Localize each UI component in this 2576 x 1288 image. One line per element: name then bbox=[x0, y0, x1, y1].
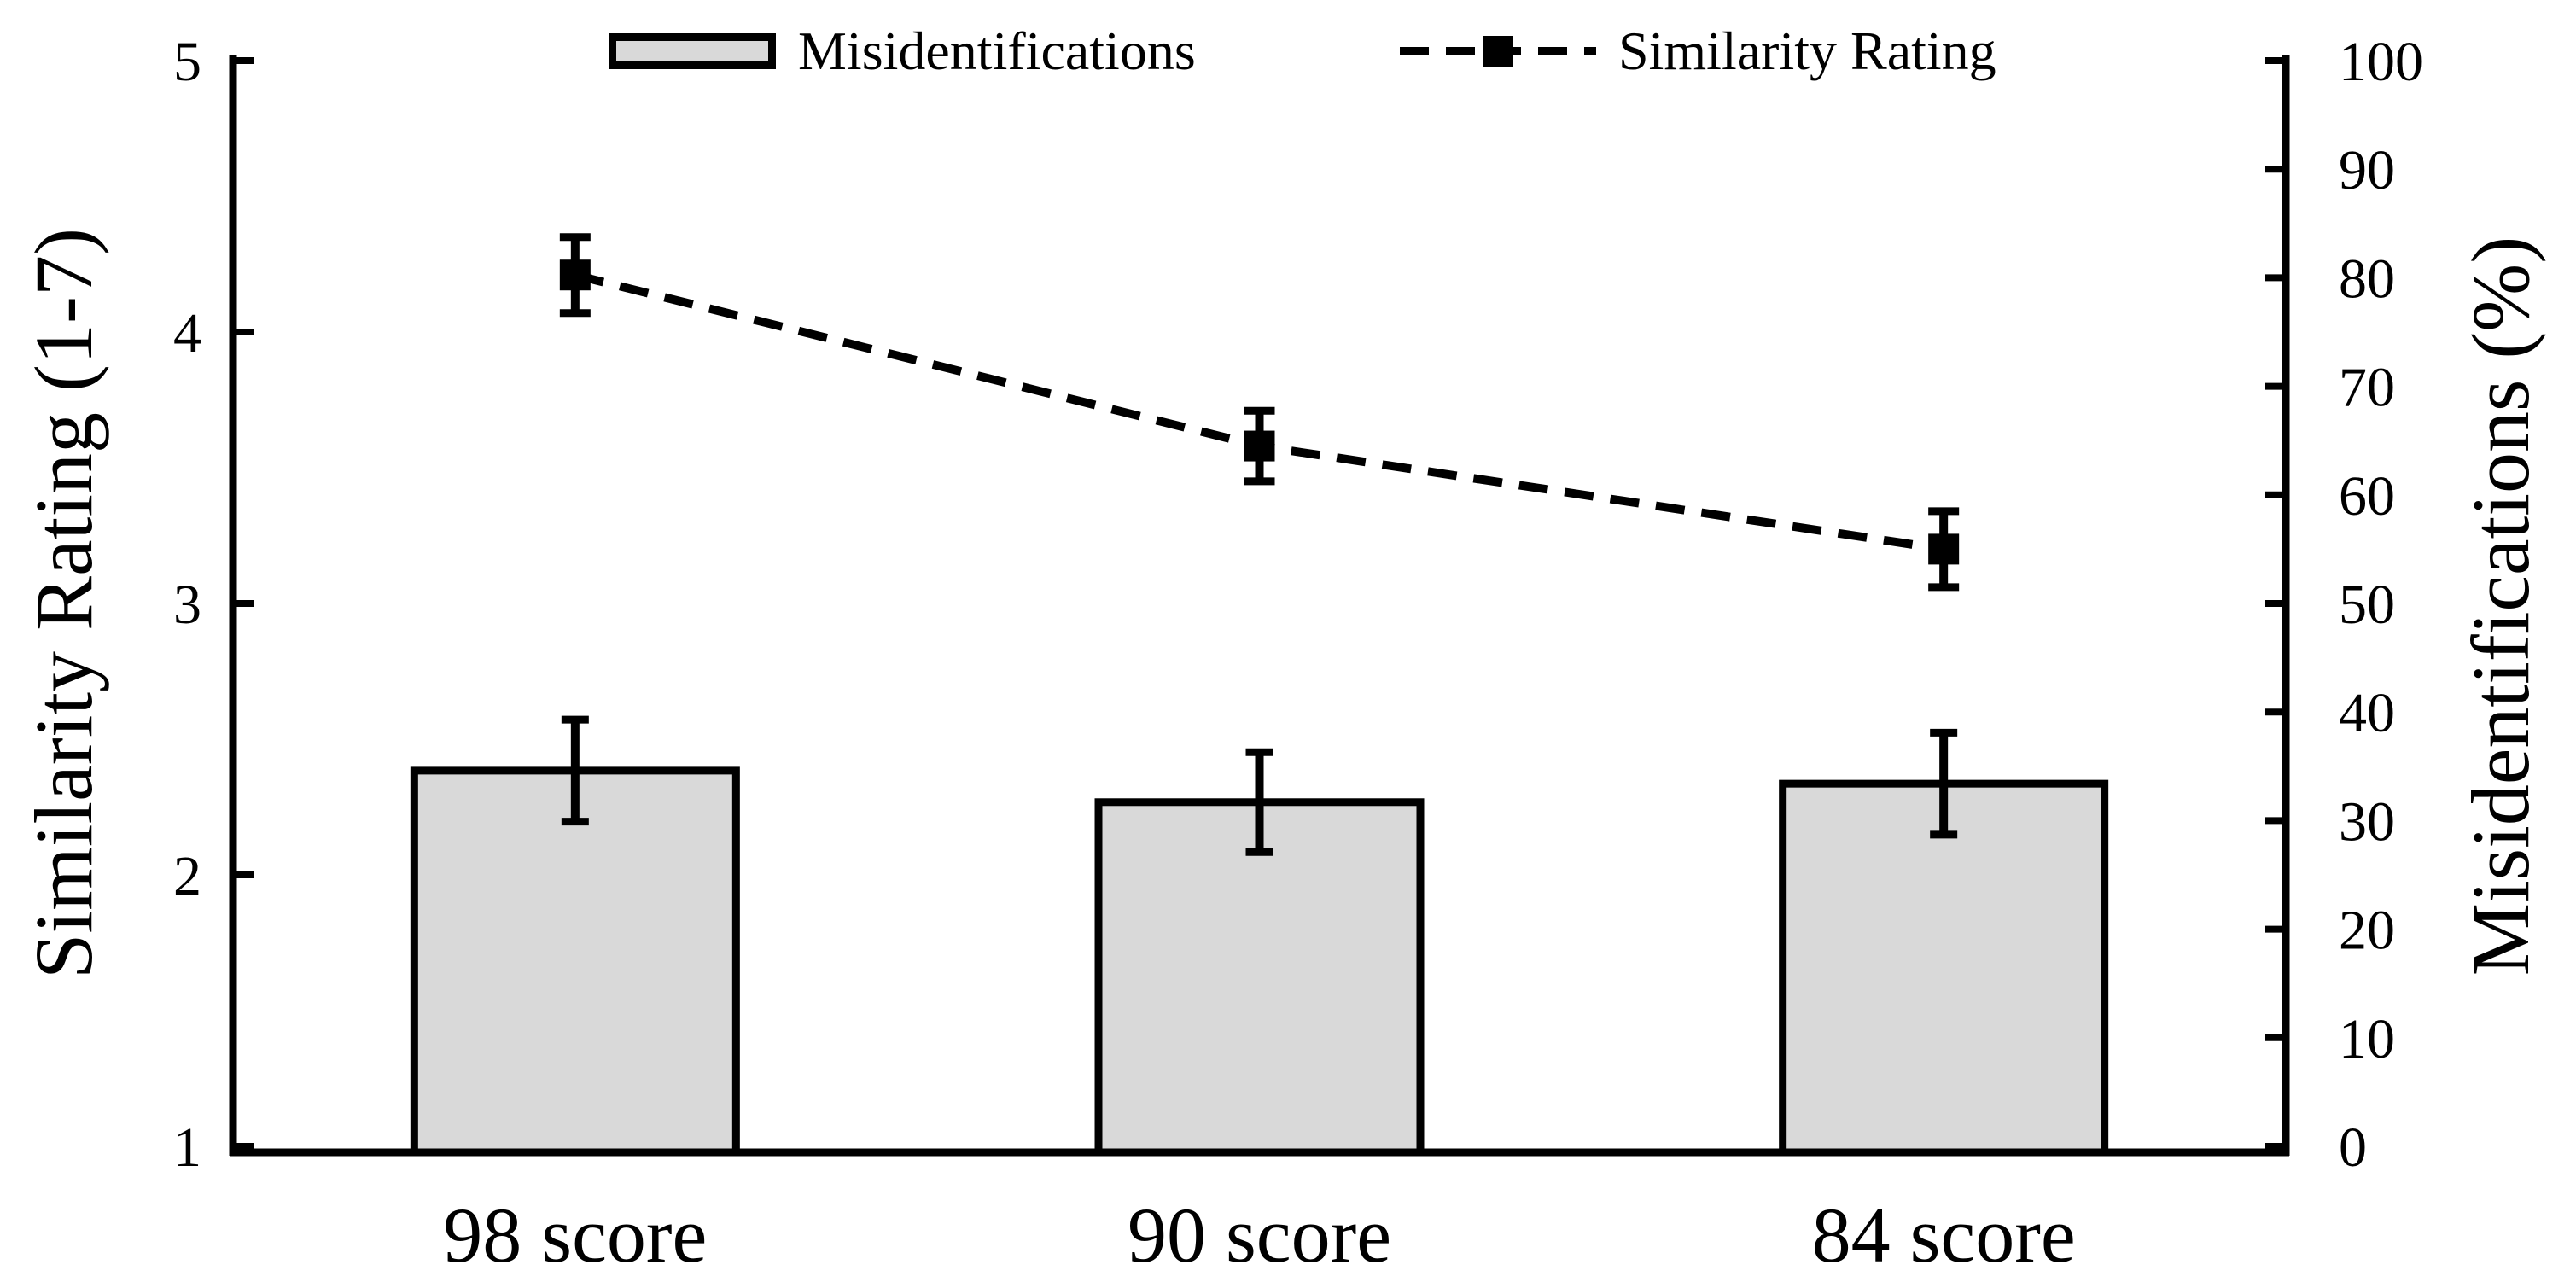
bar-98-score bbox=[410, 766, 740, 1157]
right-axis-tick-label: 50 bbox=[2339, 574, 2395, 636]
x-category-label: 90 score bbox=[1128, 1192, 1391, 1279]
dashed-line-marker-icon bbox=[1400, 36, 1596, 67]
left-axis-tick-label: 1 bbox=[173, 1116, 201, 1179]
right-axis-tick-label: 30 bbox=[2339, 790, 2395, 853]
legend-item-misidentifications: Misidentifications bbox=[609, 15, 1196, 87]
legend-label-similarity-rating: Similarity Rating bbox=[1618, 20, 1996, 81]
bar-swatch-icon bbox=[609, 33, 776, 69]
right-axis-tick-label: 70 bbox=[2339, 357, 2395, 419]
right-axis-tick-label: 20 bbox=[2339, 900, 2395, 962]
right-axis-tick-label: 40 bbox=[2339, 682, 2395, 744]
right-axis-tick-label: 60 bbox=[2339, 465, 2395, 527]
similarity-rating-marker bbox=[1928, 533, 1960, 565]
similarity-rating-marker bbox=[559, 259, 591, 291]
x-category-label: 98 score bbox=[443, 1192, 707, 1279]
right-axis-tick-label: 0 bbox=[2339, 1116, 2367, 1179]
left-axis-tick-label: 2 bbox=[173, 845, 201, 907]
right-axis-tick-label: 10 bbox=[2339, 1008, 2395, 1070]
left-axis-tick-label: 3 bbox=[173, 574, 201, 636]
legend-item-similarity-rating: Similarity Rating bbox=[1400, 15, 1996, 87]
left-axis-tick-label: 4 bbox=[173, 302, 201, 364]
bar-84-score bbox=[1779, 779, 2109, 1157]
x-category-label: 84 score bbox=[1812, 1192, 2076, 1279]
bar-90-score bbox=[1094, 798, 1425, 1157]
right-axis-tick-label: 90 bbox=[2339, 139, 2395, 201]
right-axis-tick-label: 100 bbox=[2339, 31, 2423, 93]
left-axis-tick-label: 5 bbox=[173, 31, 201, 93]
similarity-rating-marker bbox=[1244, 430, 1275, 462]
right-axis-tick-label: 80 bbox=[2339, 248, 2395, 310]
legend-label-misidentifications: Misidentifications bbox=[798, 20, 1196, 81]
